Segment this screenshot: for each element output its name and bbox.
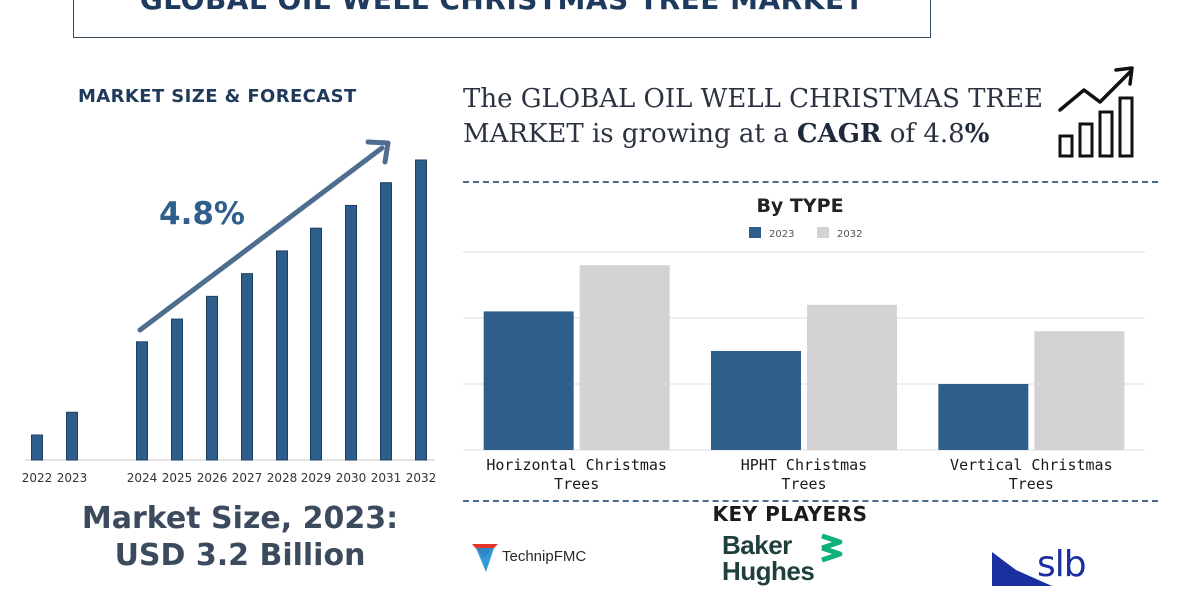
cagr-annotation: 4.8% <box>159 196 245 232</box>
baker-hughes-name: Baker Hughes <box>722 530 815 586</box>
forecast-bar <box>206 295 218 461</box>
forecast-x-tick: 2026 <box>197 471 228 485</box>
market-size-line1: Market Size, 2023: <box>81 501 399 536</box>
forecast-bar <box>241 273 253 461</box>
legend-swatch-2032 <box>817 227 829 238</box>
type-x-tick: Vertical Christmas Trees <box>950 456 1113 493</box>
growth-arrow-line <box>137 145 385 333</box>
section-divider-top <box>463 181 1158 183</box>
headline-middle: of <box>881 119 924 149</box>
forecast-x-tick: 2027 <box>232 471 263 485</box>
forecast-x-tick: 2024 <box>127 471 158 485</box>
forecast-bar <box>136 341 148 461</box>
forecast-bar <box>31 434 43 461</box>
forecast-bar <box>345 204 357 461</box>
type-x-tick: HPHT Christmas Trees <box>741 456 867 493</box>
forecast-x-tick: 2031 <box>371 471 402 485</box>
legend-swatch-2023 <box>749 227 761 238</box>
forecast-bar <box>380 182 392 461</box>
cagr-headline: The GLOBAL OIL WELL CHRISTMAS TREE MARKE… <box>463 82 1053 152</box>
type-x-tick-line: Vertical Christmas <box>950 456 1113 474</box>
headline-cagr-word: CAGR <box>796 119 882 149</box>
type-bar-2032 <box>1034 331 1125 450</box>
page-title: GLOBAL OIL WELL CHRISTMAS TREE MARKET <box>74 0 930 16</box>
headline-percent: % <box>964 119 990 149</box>
type-bar-2023 <box>938 384 1029 450</box>
market-size-line2: USD 3.2 Billion <box>114 538 366 573</box>
forecast-x-tick: 2022 <box>22 471 53 485</box>
forecast-heading: MARKET SIZE & FORECAST <box>78 86 357 107</box>
section-divider-bottom <box>463 500 1158 502</box>
type-bar-2023 <box>711 351 801 450</box>
forecast-x-tick: 2023 <box>57 471 88 485</box>
type-bar-2032 <box>807 304 897 450</box>
type-x-tick-line: Trees <box>554 475 599 493</box>
type-bar-2023 <box>483 311 574 450</box>
slb-name: slb <box>1037 544 1087 585</box>
headline-value: 4.8 <box>923 119 965 149</box>
forecast-x-tick: 2029 <box>301 471 332 485</box>
type-bar-2032 <box>579 265 670 450</box>
legend-label-2023: 2023 <box>769 229 794 240</box>
slb-logo: slb <box>992 544 1102 596</box>
forecast-bar <box>415 159 427 461</box>
forecast-x-tick: 2032 <box>406 471 437 485</box>
type-x-tick-line: HPHT Christmas <box>741 456 867 474</box>
technipfmc-mark-icon <box>472 544 498 572</box>
forecast-chart: 2022 2023 2024 2025 2026 2027 2028 2029 2030 2031… <box>22 139 437 485</box>
forecast-bar <box>66 411 78 461</box>
forecast-bar <box>171 318 183 461</box>
slb-mark-icon <box>992 552 1052 586</box>
baker-hughes-logo: Baker Hughes <box>722 532 862 592</box>
forecast-x-tick: 2025 <box>162 471 193 485</box>
forecast-x-tick: 2028 <box>267 471 298 485</box>
title-banner: GLOBAL OIL WELL CHRISTMAS TREE MARKET <box>73 0 931 38</box>
headline-prefix: The GLOBAL OIL WELL CHRISTMAS TREE MARKE… <box>463 84 1044 149</box>
forecast-x-tick: 2030 <box>336 471 367 485</box>
type-x-tick: Horizontal Christmas Trees <box>486 456 667 493</box>
market-size-summary: Market Size, 2023: USD 3.2 Billion <box>30 500 450 574</box>
growth-arrow-head <box>365 139 391 165</box>
forecast-bar <box>310 227 322 461</box>
technipfmc-logo: TechnipFMC <box>472 542 622 576</box>
type-x-tick-line: Horizontal Christmas <box>486 456 667 474</box>
type-x-tick-line: Trees <box>781 475 826 493</box>
forecast-bar <box>276 250 288 461</box>
baker-hughes-mark-icon <box>821 533 843 563</box>
type-x-tick-line: Trees <box>1009 475 1054 493</box>
growth-chart-icon <box>1058 66 1134 158</box>
technipfmc-name: TechnipFMC <box>502 548 587 565</box>
legend-label-2032: 2032 <box>837 229 862 240</box>
type-chart-title: By TYPE <box>756 195 843 217</box>
key-players-heading: KEY PLAYERS <box>712 502 868 526</box>
